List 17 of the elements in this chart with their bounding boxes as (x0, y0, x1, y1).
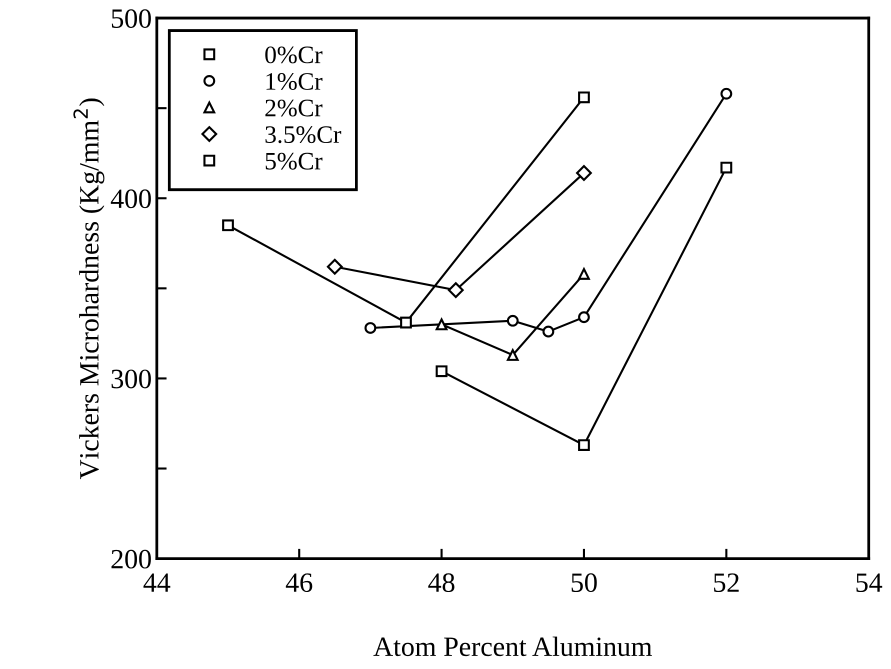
x-tick-label: 50 (572, 573, 597, 592)
legend-label: 1%Cr (266, 73, 322, 90)
x-tick-label: 48 (428, 573, 454, 592)
x-tick-label: 54 (856, 573, 882, 592)
legend-label: 0%Cr (265, 46, 322, 64)
legend-label: 5%Cr (266, 152, 322, 170)
legend-label: 3.5%Cr (266, 126, 342, 144)
x-tick-label: 44 (143, 573, 170, 592)
x-axis-title: Atom Percent Aluminum (373, 636, 652, 656)
y-tick-label: 500 (112, 9, 151, 28)
y-tick-label: 200 (112, 550, 151, 569)
x-tick-label: 52 (714, 573, 739, 592)
x-tick-label: 46 (286, 573, 312, 592)
y-axis-title: Vickers Microhardness (Kg/mm$^{2}$) (73, 98, 104, 480)
y-tick-label: 300 (112, 370, 151, 388)
y-tick-label: 400 (110, 189, 151, 208)
legend-label: 2%Cr (265, 100, 322, 117)
